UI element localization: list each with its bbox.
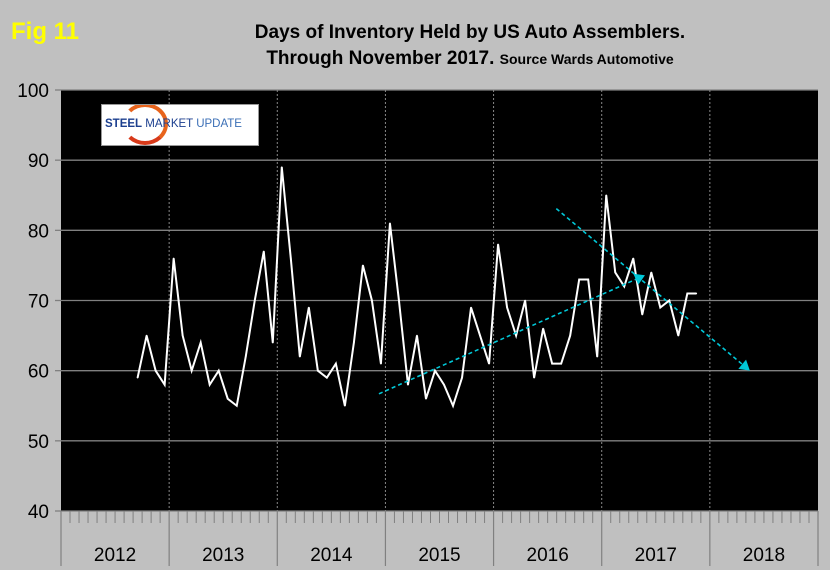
x-year-label: 2014 xyxy=(310,545,353,566)
data-point xyxy=(262,250,265,253)
steel-market-update-logo: STEEL MARKET UPDATE xyxy=(101,104,259,146)
data-point xyxy=(686,292,689,295)
x-year-label: 2015 xyxy=(418,545,460,566)
data-point xyxy=(290,257,292,260)
trend-line xyxy=(555,207,743,365)
data-point xyxy=(641,313,644,316)
data-point xyxy=(344,404,346,407)
x-year-label: 2017 xyxy=(635,545,677,566)
data-point xyxy=(244,355,247,358)
data-point xyxy=(587,278,589,281)
y-tick-label: 50 xyxy=(28,432,49,453)
data-point xyxy=(578,278,580,281)
source-note: Source Wards Automotive xyxy=(499,51,674,67)
data-point xyxy=(659,306,662,309)
data-point xyxy=(335,362,337,365)
data-point xyxy=(163,383,166,386)
x-year-label: 2018 xyxy=(743,545,785,566)
data-point xyxy=(190,369,193,372)
data-point xyxy=(677,334,680,337)
data-point xyxy=(271,341,274,344)
data-point xyxy=(524,299,526,302)
chart-subtitle: Through November 2017. Source Wards Auto… xyxy=(120,48,820,70)
data-point xyxy=(371,299,373,302)
y-tick-label: 80 xyxy=(28,221,49,242)
data-point xyxy=(569,334,571,337)
data-point xyxy=(596,355,599,358)
x-year-label: 2016 xyxy=(527,545,569,566)
x-year-label: 2012 xyxy=(94,545,136,566)
data-point xyxy=(389,222,391,225)
x-year-label: 2013 xyxy=(202,545,244,566)
data-point xyxy=(452,404,454,407)
data-point xyxy=(208,383,211,386)
data-point xyxy=(226,397,229,400)
data-point xyxy=(172,257,175,260)
y-tick-label: 90 xyxy=(28,151,49,172)
figure-label: Fig 11 xyxy=(11,18,80,45)
data-point xyxy=(407,383,409,386)
y-tick-label: 60 xyxy=(28,362,49,383)
data-point xyxy=(317,369,319,372)
data-point xyxy=(614,271,617,274)
y-tick-label: 70 xyxy=(28,292,49,313)
data-point xyxy=(434,369,436,372)
data-point xyxy=(235,404,238,407)
trend-arrowhead xyxy=(633,273,645,285)
data-point xyxy=(326,376,328,379)
trend-line xyxy=(378,278,637,395)
data-point xyxy=(416,334,418,337)
subtitle-text: Through November 2017. xyxy=(266,48,495,69)
data-point xyxy=(605,194,608,197)
data-point xyxy=(461,376,463,379)
chart-title: Days of Inventory Held by US Auto Assemb… xyxy=(254,22,686,43)
data-point xyxy=(551,362,553,365)
trend-arrowhead xyxy=(738,359,750,371)
logo-arc-icon xyxy=(122,105,168,145)
data-point xyxy=(425,397,427,400)
data-point xyxy=(470,306,472,309)
data-point xyxy=(650,271,653,274)
data-point xyxy=(136,376,139,379)
data-point xyxy=(560,362,562,365)
data-point xyxy=(145,334,148,337)
data-point xyxy=(217,369,220,372)
data-point xyxy=(443,383,445,386)
data-point xyxy=(623,285,626,288)
data-point xyxy=(299,355,301,358)
data-point xyxy=(695,292,698,295)
data-point xyxy=(308,306,310,309)
data-point xyxy=(542,327,544,330)
data-point xyxy=(479,334,481,337)
data-point xyxy=(497,243,499,246)
data-point xyxy=(533,376,535,379)
data-point xyxy=(362,264,364,267)
data-point xyxy=(181,334,184,337)
data-point xyxy=(668,299,671,302)
data-point xyxy=(380,362,382,365)
data-point xyxy=(515,334,517,337)
data-point xyxy=(398,299,400,302)
data-point xyxy=(353,341,355,344)
data-point xyxy=(280,166,283,168)
data-point xyxy=(199,341,202,344)
data-point xyxy=(154,369,157,372)
data-point xyxy=(488,362,490,365)
data-point xyxy=(506,306,508,309)
data-point xyxy=(253,299,256,302)
data-point xyxy=(632,257,635,260)
y-tick-label: 100 xyxy=(17,81,49,102)
y-tick-label: 40 xyxy=(28,502,49,523)
